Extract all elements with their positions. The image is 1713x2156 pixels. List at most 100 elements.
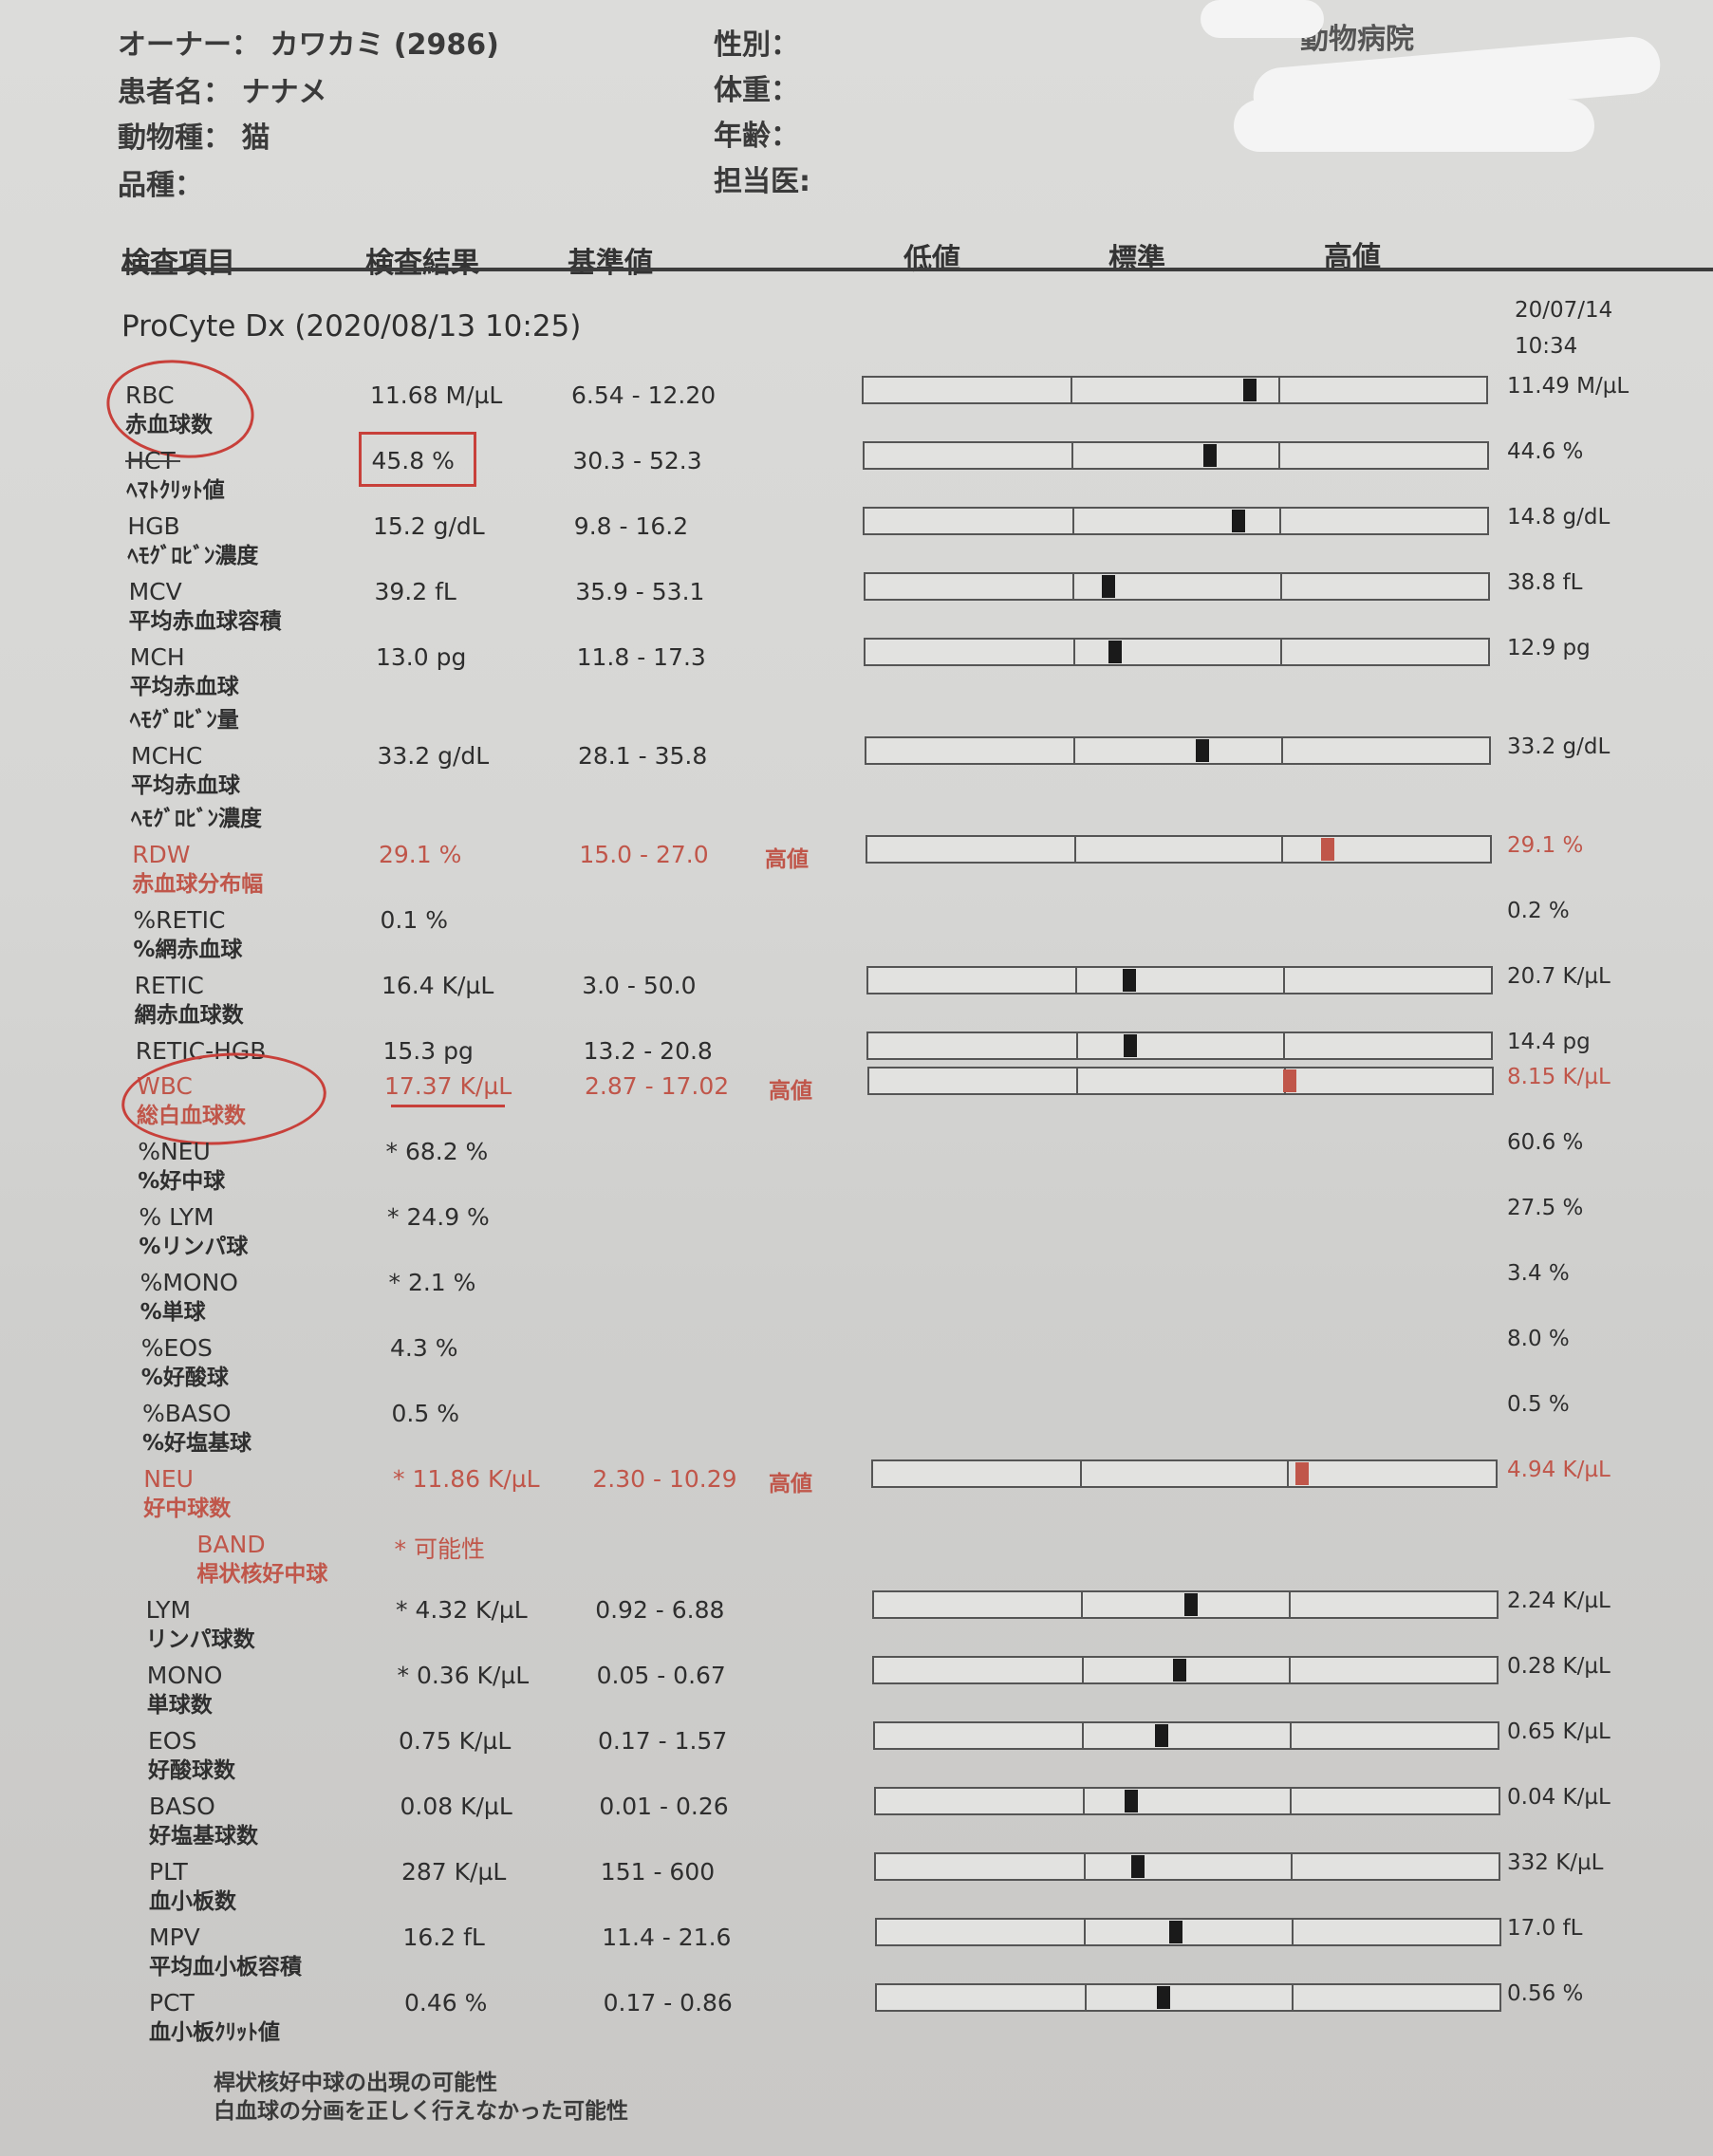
range-bar-divider <box>1071 443 1074 468</box>
range-marker <box>1202 444 1217 467</box>
test-code: %MONO %単球 <box>140 1269 238 1329</box>
test-result: * 2.1 % <box>388 1269 476 1296</box>
test-code-label: HGB <box>127 512 180 540</box>
test-name-jp: リンパ球数 <box>145 1627 255 1652</box>
test-code: RETIC-HGB <box>136 1037 267 1065</box>
range-marker <box>1172 1659 1186 1682</box>
previous-result: 38.8 fL <box>1507 570 1583 595</box>
previous-result: 0.5 % <box>1507 1392 1570 1417</box>
test-code-label: RETIC <box>134 972 204 999</box>
col-reference: 基準値 <box>568 247 653 280</box>
test-result: 11.68 M/µL <box>370 381 503 409</box>
range-bar <box>874 1918 1501 1946</box>
range-marker <box>1295 1462 1310 1485</box>
test-result: * 11.86 K/µL <box>393 1465 540 1493</box>
col-result: 検査結果 <box>365 247 479 280</box>
previous-result: 44.6 % <box>1507 439 1584 464</box>
previous-result: 29.1 % <box>1507 833 1584 858</box>
test-code: %BASO %好塩基球 <box>142 1400 251 1460</box>
reference-range: 0.05 - 0.67 <box>596 1662 726 1689</box>
range-bar-divider <box>1287 1461 1290 1486</box>
range-bar-divider <box>1071 378 1073 402</box>
test-code-label: %NEU <box>138 1138 211 1165</box>
test-code: MCHC 平均赤血球 ﾍﾓｸﾞﾛﾋﾞﾝ濃度 <box>131 742 262 836</box>
test-result: 45.8 % <box>371 447 455 474</box>
reference-range: 0.17 - 0.86 <box>603 1989 733 2017</box>
test-name-jp: 単球数 <box>146 1693 213 1718</box>
test-code: %RETIC %網赤血球 <box>133 906 242 967</box>
test-name-jp: %好中球 <box>138 1169 226 1194</box>
previous-result: 27.5 % <box>1507 1196 1584 1220</box>
range-bar <box>875 1983 1502 2012</box>
test-code: PLT 血小板数 <box>149 1858 236 1919</box>
test-name-jp: 赤血球数 <box>125 413 213 437</box>
range-marker <box>1101 575 1115 598</box>
annotation-box <box>359 432 476 487</box>
test-name-jp: 総白血球数 <box>137 1104 246 1128</box>
test-code: MCV 平均赤血球容積 <box>129 578 282 639</box>
test-result: 0.08 K/µL <box>400 1793 512 1820</box>
test-name-jp: %単球 <box>140 1300 206 1325</box>
doctor-label: 担当医: <box>714 165 810 198</box>
test-code-label: PLT <box>149 1858 188 1886</box>
range-bar-divider <box>1083 1789 1086 1813</box>
patient-value: ナナメ <box>241 76 327 109</box>
range-bar-divider <box>1291 1854 1294 1879</box>
range-bar-divider <box>1282 968 1285 993</box>
reference-range: 0.92 - 6.88 <box>595 1596 725 1624</box>
owner-value: カワカミ (2986) <box>270 28 499 62</box>
range-bar-divider <box>1080 1461 1083 1486</box>
range-bar-divider <box>1081 1592 1084 1617</box>
reference-range: 2.30 - 10.29 <box>592 1465 737 1493</box>
test-name-jp: ﾍﾓｸﾞﾛﾋﾞﾝ量 <box>129 708 239 733</box>
test-name-jp: 網赤血球数 <box>134 1003 244 1028</box>
test-code: %EOS %好酸球 <box>141 1334 229 1395</box>
previous-result: 12.9 pg <box>1507 636 1591 660</box>
test-code-label: %MONO <box>140 1269 238 1296</box>
test-code-label: NEU <box>143 1465 194 1493</box>
test-name-jp: 桿状核好中球 <box>196 1562 328 1587</box>
species-field: 動物種： 猫 <box>118 114 270 156</box>
range-marker <box>1168 1921 1182 1943</box>
test-result: * 68.2 % <box>385 1138 489 1165</box>
previous-result: 14.8 g/dL <box>1507 505 1611 530</box>
redaction <box>1234 100 1594 152</box>
range-bar <box>867 1067 1494 1095</box>
test-code-label: RETIC-HGB <box>135 1037 267 1065</box>
reference-range: 35.9 - 53.1 <box>575 578 705 605</box>
range-bar-divider <box>1288 1592 1291 1617</box>
test-result: 0.1 % <box>380 906 448 934</box>
previous-result: 11.49 M/µL <box>1507 374 1629 399</box>
reference-range: 13.2 - 20.8 <box>583 1037 713 1065</box>
previous-result: 0.04 K/µL <box>1507 1785 1611 1810</box>
test-code: MCH 平均赤血球 ﾍﾓｸﾞﾛﾋﾞﾝ量 <box>130 643 239 737</box>
range-bar <box>866 1032 1494 1060</box>
test-name-jp: 好酸球数 <box>148 1758 235 1783</box>
test-code-label: MCH <box>129 643 185 671</box>
test-result: * 4.32 K/µL <box>396 1596 528 1624</box>
test-result: 16.4 K/µL <box>382 972 494 999</box>
reference-range: 11.8 - 17.3 <box>576 643 706 671</box>
test-code-label: RBC <box>125 381 175 409</box>
col-item: 検査項目 <box>121 247 235 280</box>
range-bar-divider <box>1291 1920 1294 1944</box>
range-bar <box>873 1721 1499 1750</box>
range-marker <box>1321 838 1335 861</box>
range-bar-divider <box>1280 640 1283 664</box>
range-marker <box>1231 510 1245 532</box>
range-bar-divider <box>1290 1789 1293 1813</box>
range-bar-divider <box>1279 574 1282 599</box>
test-name-jp: %網赤血球 <box>133 938 243 962</box>
range-bar-divider <box>1281 837 1284 862</box>
previous-result: 0.56 % <box>1507 1981 1584 2006</box>
test-code-label: %RETIC <box>133 906 226 934</box>
test-result: 0.75 K/µL <box>399 1727 512 1755</box>
reference-range: 0.17 - 1.57 <box>598 1727 728 1755</box>
range-bar <box>865 736 1491 765</box>
test-result: * 可能性 <box>394 1535 485 1563</box>
test-name-jp: 血小板数 <box>149 1889 236 1914</box>
test-result: 29.1 % <box>379 841 462 868</box>
test-code: PCT 血小板ｸﾘｯﾄ値 <box>149 1989 280 2050</box>
owner-field: オーナー： カワカミ (2986) <box>118 21 499 63</box>
footnote: 桿状核好中球の出現の可能性 <box>214 2071 497 2095</box>
